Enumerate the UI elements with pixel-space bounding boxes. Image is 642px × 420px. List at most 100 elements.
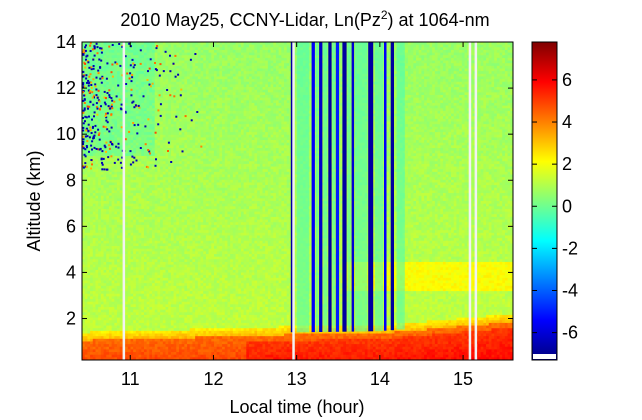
heatmap-cell [168,172,171,175]
heatmap-cell [184,50,187,53]
heatmap-cell [139,304,142,307]
heatmap-cell [171,238,174,241]
heatmap-cell [190,71,193,74]
heatmap-cell [160,288,163,291]
heatmap-cell [106,318,109,321]
heatmap-cell [155,262,158,265]
heatmap-cell [168,283,171,286]
heatmap-cell [93,281,96,284]
heatmap-cell [112,225,115,228]
heatmap-cell [120,344,123,347]
heatmap-cell [120,79,123,82]
heatmap-cell [95,312,98,315]
heatmap-cell [90,286,93,289]
heatmap-cell [114,124,117,127]
heatmap-cell [112,304,115,307]
heatmap-cell [152,90,155,93]
heatmap-cell [190,137,193,140]
heatmap-cell [190,326,193,329]
heatmap-cell [190,47,193,50]
heatmap-cell [152,355,155,358]
heatmap-cell [184,98,187,101]
heatmap-cell [85,217,88,220]
heatmap-cell [174,119,177,122]
heatmap-cell [117,175,120,178]
heatmap-cell [166,116,169,119]
heatmap-cell [85,172,88,175]
heatmap-cell [133,304,136,307]
heatmap-cell [155,90,158,93]
heatmap-cell [117,196,120,199]
heatmap-cell [187,122,190,125]
heatmap-cell [104,331,107,334]
heatmap-cell [109,331,112,334]
heatmap-cell [125,87,128,90]
heatmap-cell [109,230,112,233]
heatmap-cell [120,315,123,318]
heatmap-cell [163,254,166,257]
heatmap-cell [95,193,98,196]
heatmap-cell [114,172,117,175]
heatmap-cell [117,167,120,170]
heatmap-cell [179,312,182,315]
heatmap-cell [109,159,112,162]
heatmap-cell [166,180,169,183]
heatmap-cell [166,100,169,103]
heatmap-cell [130,116,133,119]
heatmap-cell [114,312,117,315]
heatmap-cell [176,92,179,95]
heatmap-cell [149,336,152,339]
heatmap-cell [130,225,133,228]
heatmap-cell [128,275,131,278]
heatmap-cell [176,214,179,217]
heatmap-cell [157,167,160,170]
heatmap-cell [155,175,158,178]
heatmap-cell [98,212,101,215]
heatmap-cell [101,355,104,358]
heatmap-cell [141,275,144,278]
heatmap-cell [139,153,142,156]
heatmap-cell [85,193,88,196]
heatmap-cell [133,265,136,268]
heatmap-cell [182,103,185,106]
heatmap-cell [95,137,98,140]
heatmap-cell [155,50,158,53]
heatmap-cell [128,196,131,199]
heatmap-cell [87,310,90,313]
heatmap-cell [98,122,101,125]
heatmap-cell [117,347,120,350]
heatmap-cell [141,116,144,119]
heatmap-cell [182,71,185,74]
heatmap-cell [104,175,107,178]
heatmap-cell [117,259,120,262]
heatmap-cell [152,320,155,323]
heatmap-cell [141,209,144,212]
heatmap-cell [144,206,147,209]
heatmap-cell [133,273,136,276]
heatmap-cell [190,257,193,260]
heatmap-cell [133,153,136,156]
heatmap-cell [147,58,150,61]
heatmap-cell [155,246,158,249]
heatmap-cell [130,201,133,204]
heatmap-cell [176,177,179,180]
heatmap-cell [182,206,185,209]
heatmap-cell [141,304,144,307]
heatmap-cell [109,214,112,217]
heatmap-cell [95,259,98,262]
heatmap-cell [187,114,190,117]
heatmap-cell [101,344,104,347]
heatmap-cell [192,161,195,164]
heatmap-cell [101,228,104,231]
heatmap-cell [106,135,109,138]
heatmap-cell [114,214,117,217]
heatmap-cell [139,76,142,79]
heatmap-cell [128,233,131,236]
heatmap-cell [95,270,98,273]
heatmap-cell [190,106,193,109]
heatmap-cell [95,257,98,260]
heatmap-cell [163,76,166,79]
heatmap-cell [95,334,98,337]
heatmap-cell [171,291,174,294]
heatmap-cell [125,198,128,201]
